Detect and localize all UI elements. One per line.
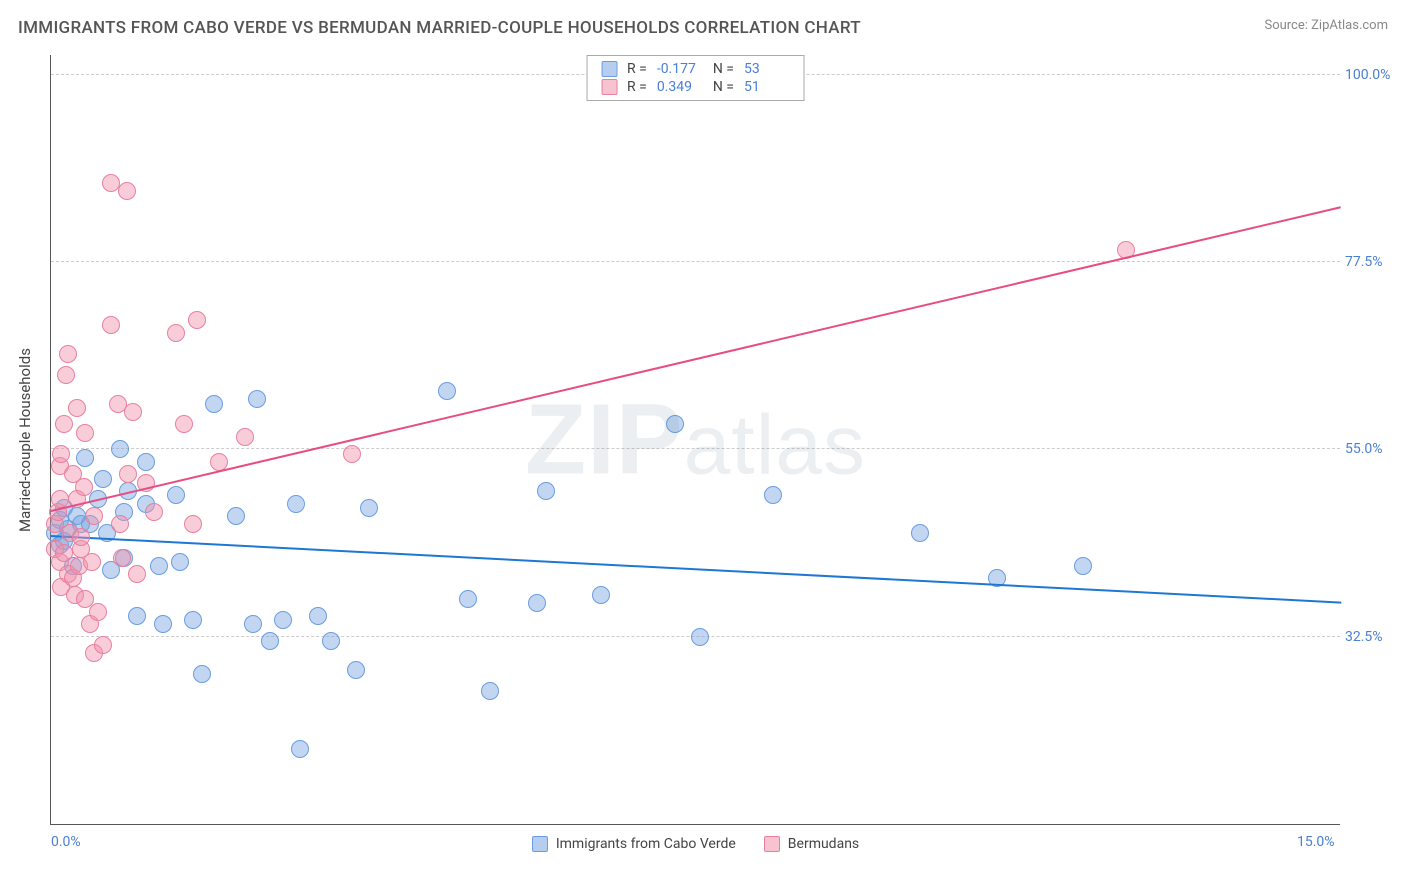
y-tick-label: 100.0% [1345, 67, 1400, 83]
source-label: Source: ZipAtlas.com [1264, 18, 1388, 33]
correlation-legend-box: R = -0.177 N = 53 R = 0.349 N = 51 [586, 55, 805, 101]
y-tick-label: 32.5% [1345, 629, 1400, 645]
legend-item-blue: Immigrants from Cabo Verde [532, 836, 736, 852]
data-point-blue [244, 615, 262, 633]
data-point-pink [89, 603, 107, 621]
data-point-blue [347, 661, 365, 679]
data-point-blue [322, 632, 340, 650]
data-point-pink [119, 465, 137, 483]
x-tick-label: 15.0% [1297, 834, 1335, 850]
legend-swatch-blue [532, 836, 548, 852]
data-point-blue [911, 524, 929, 542]
data-point-blue [291, 740, 309, 758]
n-value: 53 [744, 61, 790, 77]
legend-item-pink: Bermudans [764, 836, 859, 852]
x-tick-label: 0.0% [51, 834, 81, 850]
data-point-pink [59, 345, 77, 363]
data-point-blue [154, 615, 172, 633]
data-point-blue [171, 553, 189, 571]
y-tick-label: 77.5% [1345, 254, 1400, 270]
data-point-pink [184, 515, 202, 533]
legend-swatch-pink [764, 836, 780, 852]
n-value: 51 [744, 79, 790, 95]
legend-label: Immigrants from Cabo Verde [556, 836, 736, 852]
data-point-pink [175, 415, 193, 433]
data-point-blue [184, 611, 202, 629]
data-point-pink [85, 507, 103, 525]
data-point-pink [145, 503, 163, 521]
data-point-pink [75, 478, 93, 496]
r-label: R = [627, 61, 647, 77]
n-label: N = [713, 61, 734, 77]
data-point-blue [764, 486, 782, 504]
data-point-pink [76, 424, 94, 442]
data-point-blue [227, 507, 245, 525]
chart-title: IMMIGRANTS FROM CABO VERDE VS BERMUDAN M… [18, 18, 861, 38]
data-point-blue [205, 395, 223, 413]
data-point-blue [1074, 557, 1092, 575]
data-point-blue [360, 499, 378, 517]
data-point-pink [68, 399, 86, 417]
data-point-pink [188, 311, 206, 329]
y-axis-label-container: Married-couple Households [10, 55, 40, 825]
data-point-pink [57, 366, 75, 384]
plot-area: ZIPatlas R =-0.177N =53R =0.349N =51 Imm… [50, 55, 1340, 825]
data-point-pink [72, 528, 90, 546]
data-point-blue [459, 590, 477, 608]
legend-label: Bermudans [788, 836, 859, 852]
data-point-pink [113, 549, 131, 567]
legend-swatch-blue [601, 61, 617, 77]
r-label: R = [627, 79, 647, 95]
data-point-blue [666, 415, 684, 433]
data-point-pink [94, 636, 112, 654]
r-value: 0.349 [657, 79, 703, 95]
gridline [51, 261, 1340, 262]
data-point-blue [537, 482, 555, 500]
data-point-pink [83, 553, 101, 571]
data-point-pink [128, 565, 146, 583]
y-axis-label: Married-couple Households [16, 348, 34, 532]
data-point-blue [94, 470, 112, 488]
data-point-blue [691, 628, 709, 646]
data-point-pink [52, 445, 70, 463]
data-point-blue [76, 449, 94, 467]
data-point-blue [137, 453, 155, 471]
data-point-pink [167, 324, 185, 342]
data-point-blue [481, 682, 499, 700]
data-point-blue [528, 594, 546, 612]
correlation-row: R = 0.349 N = 51 [587, 78, 804, 96]
gridline [51, 448, 1340, 449]
data-point-blue [248, 390, 266, 408]
title-bar: IMMIGRANTS FROM CABO VERDE VS BERMUDAN M… [18, 18, 1388, 38]
trend-line-blue [51, 535, 1341, 604]
watermark: ZIPatlas [525, 382, 866, 497]
trend-line-pink [51, 206, 1341, 512]
y-tick-label: 55.0% [1345, 441, 1400, 457]
n-label: N = [713, 79, 734, 95]
data-point-blue [274, 611, 292, 629]
data-point-blue [592, 586, 610, 604]
data-point-blue [167, 486, 185, 504]
data-point-blue [193, 665, 211, 683]
data-point-blue [287, 495, 305, 513]
bottom-legend: Immigrants from Cabo Verde Bermudans [51, 836, 1340, 852]
data-point-blue [150, 557, 168, 575]
data-point-pink [236, 428, 254, 446]
data-point-blue [261, 632, 279, 650]
r-value: -0.177 [657, 61, 703, 77]
data-point-blue [128, 607, 146, 625]
correlation-row: R = -0.177 N = 53 [587, 60, 804, 78]
data-point-blue [309, 607, 327, 625]
data-point-pink [343, 445, 361, 463]
data-point-blue [111, 440, 129, 458]
data-point-pink [111, 515, 129, 533]
legend-swatch-pink [601, 79, 617, 95]
data-point-pink [124, 403, 142, 421]
data-point-blue [438, 382, 456, 400]
data-point-pink [102, 316, 120, 334]
data-point-pink [118, 182, 136, 200]
data-point-pink [55, 415, 73, 433]
